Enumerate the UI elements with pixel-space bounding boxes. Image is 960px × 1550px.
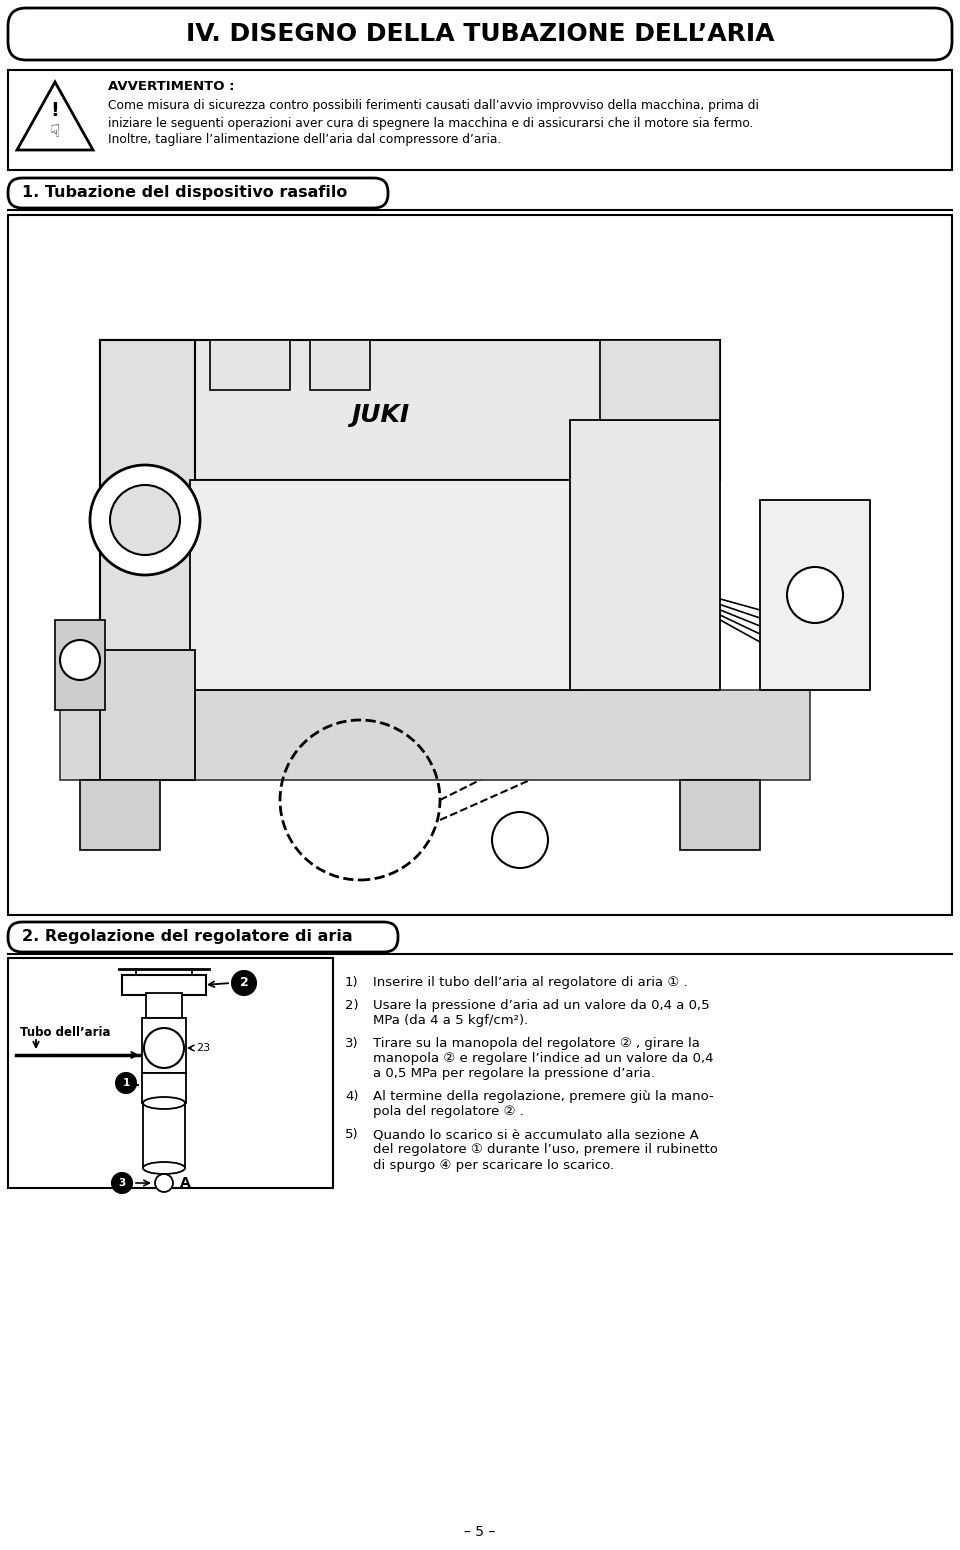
Circle shape: [116, 1073, 136, 1093]
Bar: [210, 339, 290, 391]
Bar: [8, 958, 333, 1187]
Text: 23: 23: [196, 1043, 210, 1052]
Circle shape: [110, 485, 180, 555]
Bar: [146, 994, 182, 1018]
Bar: [80, 780, 160, 849]
Text: 5): 5): [345, 1128, 359, 1141]
Circle shape: [492, 812, 548, 868]
Text: iniziare le seguenti operazioni aver cura di spegnere la macchina e di assicurar: iniziare le seguenti operazioni aver cur…: [108, 116, 754, 130]
Text: Al termine della regolazione, premere giù la mano-: Al termine della regolazione, premere gi…: [373, 1090, 713, 1104]
Bar: [8, 215, 952, 914]
Bar: [60, 690, 810, 780]
Text: Come misura di sicurezza contro possibili ferimenti causati dall’avvio improvvis: Come misura di sicurezza contro possibil…: [108, 99, 758, 113]
Text: manopola ② e regolare l’indice ad un valore da 0,4: manopola ② e regolare l’indice ad un val…: [373, 1052, 713, 1065]
Text: 2. Regolazione del regolatore di aria: 2. Regolazione del regolatore di aria: [22, 930, 352, 944]
Circle shape: [144, 1028, 184, 1068]
Text: Inserire il tubo dell’aria al regolatore di aria ① .: Inserire il tubo dell’aria al regolatore…: [373, 976, 687, 989]
Text: IV. DISEGNO DELLA TUBAZIONE DELL’ARIA: IV. DISEGNO DELLA TUBAZIONE DELL’ARIA: [185, 22, 775, 46]
Bar: [570, 420, 720, 690]
Bar: [100, 339, 195, 690]
Text: 2): 2): [345, 998, 359, 1012]
Bar: [190, 480, 580, 690]
Bar: [600, 339, 720, 420]
Circle shape: [90, 465, 200, 575]
Circle shape: [112, 1173, 132, 1194]
Text: 3): 3): [345, 1037, 359, 1049]
Text: !: !: [51, 101, 60, 119]
Bar: [680, 780, 760, 849]
Bar: [55, 620, 105, 710]
Text: Tubo dell’aria: Tubo dell’aria: [20, 1026, 110, 1040]
Text: 3: 3: [118, 1178, 126, 1187]
FancyBboxPatch shape: [8, 178, 388, 208]
Bar: [8, 70, 952, 170]
Text: Inoltre, tagliare l’alimentazione dell’aria dal compressore d’aria.: Inoltre, tagliare l’alimentazione dell’a…: [108, 133, 501, 147]
Text: ☟: ☟: [50, 122, 60, 141]
Text: di spurgo ④ per scaricare lo scarico.: di spurgo ④ per scaricare lo scarico.: [373, 1159, 614, 1172]
Text: Usare la pressione d’aria ad un valore da 0,4 a 0,5: Usare la pressione d’aria ad un valore d…: [373, 998, 709, 1012]
Text: MPa (da 4 a 5 kgf/cm²).: MPa (da 4 a 5 kgf/cm²).: [373, 1014, 528, 1028]
Circle shape: [232, 970, 256, 995]
Bar: [122, 975, 206, 995]
Circle shape: [60, 640, 100, 680]
Text: Quando lo scarico si è accumulato alla sezione A: Quando lo scarico si è accumulato alla s…: [373, 1128, 699, 1141]
FancyBboxPatch shape: [8, 8, 952, 60]
Text: a 0,5 MPa per regolare la pressione d’aria.: a 0,5 MPa per regolare la pressione d’ar…: [373, 1068, 655, 1080]
Text: 2: 2: [240, 976, 249, 989]
Text: 1. Tubazione del dispositivo rasafilo: 1. Tubazione del dispositivo rasafilo: [22, 186, 348, 200]
Polygon shape: [17, 82, 93, 150]
Text: 1: 1: [122, 1077, 130, 1088]
Bar: [760, 501, 870, 690]
Bar: [100, 649, 195, 780]
Text: 4): 4): [345, 1090, 358, 1104]
Bar: [143, 1104, 185, 1169]
Circle shape: [155, 1173, 173, 1192]
Ellipse shape: [143, 1097, 185, 1108]
Circle shape: [787, 567, 843, 623]
Text: del regolatore ① durante l’uso, premere il rubinetto: del regolatore ① durante l’uso, premere …: [373, 1144, 718, 1156]
Ellipse shape: [143, 1162, 185, 1173]
Bar: [310, 339, 370, 391]
Text: Tirare su la manopola del regolatore ② , girare la: Tirare su la manopola del regolatore ② ,…: [373, 1037, 700, 1049]
Bar: [100, 339, 720, 480]
Bar: [142, 1073, 186, 1104]
Text: 1): 1): [345, 976, 359, 989]
Text: A: A: [180, 1176, 191, 1190]
Text: pola del regolatore ② .: pola del regolatore ② .: [373, 1105, 524, 1119]
Text: JUKI: JUKI: [351, 403, 409, 426]
Bar: [142, 1018, 186, 1073]
Text: – 5 –: – 5 –: [465, 1525, 495, 1539]
FancyBboxPatch shape: [8, 922, 398, 952]
Text: AVVERTIMENTO :: AVVERTIMENTO :: [108, 79, 234, 93]
